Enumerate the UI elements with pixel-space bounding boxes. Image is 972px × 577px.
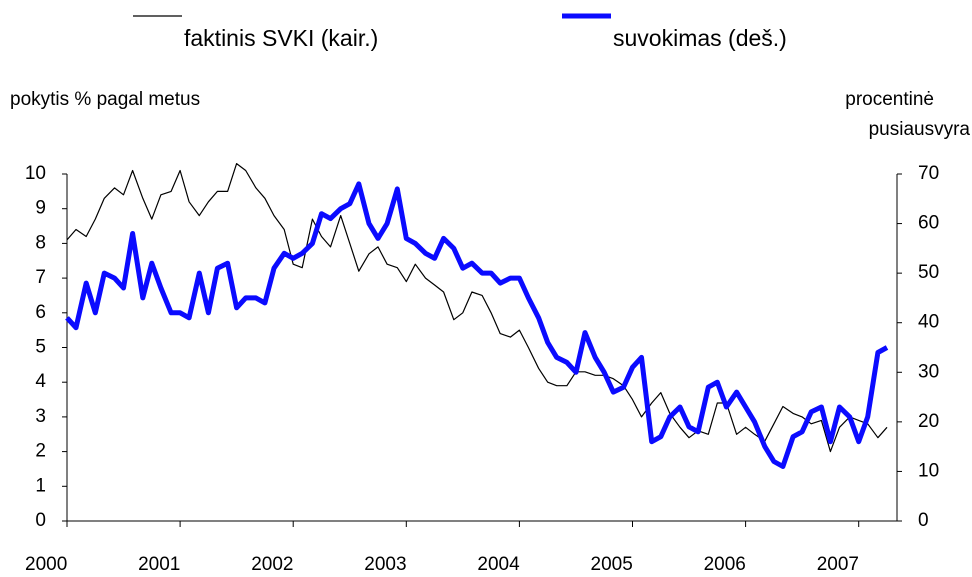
y2-tick-label: 60 — [918, 213, 939, 234]
x-tick-label: 2002 — [251, 554, 293, 575]
y2-tick-label: 70 — [918, 163, 939, 184]
y-tick-label: 3 — [35, 406, 46, 427]
x-tick-label: 2000 — [25, 554, 67, 575]
y2-axis-label: pusiausvyra — [869, 119, 971, 140]
legend-label: faktinis SVKI (kair.) — [184, 25, 378, 51]
y2-tick-label: 20 — [918, 411, 939, 432]
x-tick-label: 2006 — [704, 554, 746, 575]
y-tick-label: 1 — [35, 475, 46, 496]
y-tick-label: 6 — [35, 302, 46, 323]
y-tick-label: 4 — [35, 371, 46, 392]
legend-label: suvokimas (deš.) — [613, 25, 787, 51]
y2-axis-label: procentinė — [845, 89, 934, 110]
series-line — [66, 163, 888, 453]
y-tick-label: 9 — [35, 198, 46, 219]
y2-tick-label: 0 — [918, 510, 929, 531]
x-tick-label: 2005 — [591, 554, 633, 575]
y-tick-label: 2 — [35, 441, 46, 462]
y-tick-label: 0 — [35, 510, 46, 531]
y2-tick-label: 40 — [918, 312, 939, 333]
y-axis-label: pokytis % pagal metus — [10, 89, 200, 110]
y2-tick-label: 30 — [918, 361, 939, 382]
x-tick-label: 2003 — [364, 554, 406, 575]
x-tick-label: 2001 — [138, 554, 180, 575]
y-tick-label: 10 — [25, 163, 46, 184]
x-tick-label: 2007 — [817, 554, 859, 575]
x-tick-label: 2004 — [477, 554, 520, 575]
series-line — [65, 181, 889, 469]
y2-tick-label: 10 — [918, 460, 939, 481]
y2-tick-label: 50 — [918, 262, 939, 283]
y-tick-label: 8 — [35, 232, 46, 253]
y-tick-label: 7 — [35, 267, 46, 288]
y-tick-label: 5 — [35, 337, 46, 358]
